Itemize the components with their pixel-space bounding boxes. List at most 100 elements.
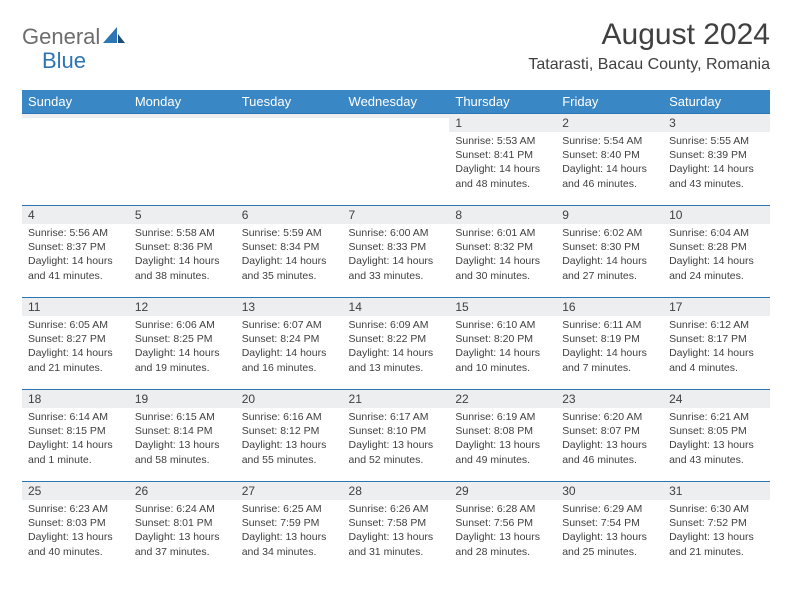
sunrise-line: Sunrise: 6:17 AM (349, 410, 444, 424)
day-number-bar (236, 113, 343, 118)
sunset-value: 8:28 PM (708, 241, 747, 253)
sunrise-label: Sunrise: (562, 503, 601, 515)
sunset-line: Sunset: 8:32 PM (455, 240, 550, 254)
sunrise-value: 5:59 AM (283, 227, 322, 239)
daylight-line: Daylight: 13 hours and 49 minutes. (455, 438, 550, 466)
sunset-value: 8:07 PM (601, 425, 640, 437)
weekday-header: Wednesday (343, 90, 450, 113)
sunrise-line: Sunrise: 6:28 AM (455, 502, 550, 516)
day-details: Sunrise: 6:14 AMSunset: 8:15 PMDaylight:… (22, 408, 129, 471)
day-number: 7 (349, 208, 356, 222)
day-number: 27 (242, 484, 255, 498)
sunrise-line: Sunrise: 6:05 AM (28, 318, 123, 332)
sunset-value: 8:30 PM (601, 241, 640, 253)
sunset-label: Sunset: (242, 333, 278, 345)
day-details: Sunrise: 5:53 AMSunset: 8:41 PMDaylight:… (449, 132, 556, 195)
sunrise-value: 6:16 AM (283, 411, 322, 423)
sunrise-value: 6:02 AM (604, 227, 643, 239)
daylight-label: Daylight: (455, 347, 496, 359)
sunset-label: Sunset: (28, 517, 64, 529)
sunrise-label: Sunrise: (562, 411, 601, 423)
sunrise-line: Sunrise: 6:15 AM (135, 410, 230, 424)
day-number-bar: 6 (236, 205, 343, 224)
day-details: Sunrise: 5:54 AMSunset: 8:40 PMDaylight:… (556, 132, 663, 195)
day-number-bar: 14 (343, 297, 450, 316)
sunrise-line: Sunrise: 5:58 AM (135, 226, 230, 240)
sunrise-label: Sunrise: (669, 503, 708, 515)
daylight-line: Daylight: 13 hours and 37 minutes. (135, 530, 230, 558)
sunset-value: 8:41 PM (494, 149, 533, 161)
sunset-line: Sunset: 8:01 PM (135, 516, 230, 530)
sunset-line: Sunset: 8:10 PM (349, 424, 444, 438)
calendar-day-cell (236, 113, 343, 205)
sunrise-line: Sunrise: 6:00 AM (349, 226, 444, 240)
daylight-label: Daylight: (28, 531, 69, 543)
calendar-day-cell: 5Sunrise: 5:58 AMSunset: 8:36 PMDaylight… (129, 205, 236, 297)
sunset-line: Sunset: 8:30 PM (562, 240, 657, 254)
sunset-label: Sunset: (28, 425, 64, 437)
sunrise-label: Sunrise: (455, 503, 494, 515)
daylight-label: Daylight: (562, 347, 603, 359)
day-details: Sunrise: 6:01 AMSunset: 8:32 PMDaylight:… (449, 224, 556, 287)
sunrise-line: Sunrise: 5:53 AM (455, 134, 550, 148)
day-number-bar (22, 113, 129, 118)
day-details: Sunrise: 6:26 AMSunset: 7:58 PMDaylight:… (343, 500, 450, 563)
daylight-line: Daylight: 13 hours and 55 minutes. (242, 438, 337, 466)
day-number: 9 (562, 208, 569, 222)
day-number-bar: 15 (449, 297, 556, 316)
day-details: Sunrise: 5:58 AMSunset: 8:36 PMDaylight:… (129, 224, 236, 287)
daylight-line: Daylight: 14 hours and 27 minutes. (562, 254, 657, 282)
daylight-label: Daylight: (455, 163, 496, 175)
calendar-day-cell: 24Sunrise: 6:21 AMSunset: 8:05 PMDayligh… (663, 389, 770, 481)
sunrise-label: Sunrise: (349, 227, 388, 239)
sunrise-label: Sunrise: (455, 135, 494, 147)
sunset-value: 7:54 PM (601, 517, 640, 529)
sunset-value: 8:37 PM (67, 241, 106, 253)
sunset-label: Sunset: (669, 333, 705, 345)
sunrise-value: 6:09 AM (390, 319, 429, 331)
sunrise-value: 6:26 AM (390, 503, 429, 515)
day-number-bar: 7 (343, 205, 450, 224)
calendar-week-row: 25Sunrise: 6:23 AMSunset: 8:03 PMDayligh… (22, 481, 770, 573)
sunset-value: 7:59 PM (280, 517, 319, 529)
daylight-label: Daylight: (669, 439, 710, 451)
calendar-day-cell: 10Sunrise: 6:04 AMSunset: 8:28 PMDayligh… (663, 205, 770, 297)
day-details: Sunrise: 6:16 AMSunset: 8:12 PMDaylight:… (236, 408, 343, 471)
sunrise-value: 5:53 AM (497, 135, 536, 147)
sunset-label: Sunset: (455, 149, 491, 161)
sunrise-value: 6:25 AM (283, 503, 322, 515)
day-number-bar: 17 (663, 297, 770, 316)
sunset-label: Sunset: (562, 149, 598, 161)
daylight-label: Daylight: (242, 531, 283, 543)
day-number: 1 (455, 116, 462, 130)
day-number: 8 (455, 208, 462, 222)
sunrise-line: Sunrise: 6:20 AM (562, 410, 657, 424)
daylight-line: Daylight: 14 hours and 30 minutes. (455, 254, 550, 282)
day-details: Sunrise: 6:19 AMSunset: 8:08 PMDaylight:… (449, 408, 556, 471)
calendar-day-cell: 8 Sunrise: 6:01 AMSunset: 8:32 PMDaylight… (449, 205, 556, 297)
sunset-value: 8:14 PM (173, 425, 212, 437)
day-details: Sunrise: 6:24 AMSunset: 8:01 PMDaylight:… (129, 500, 236, 563)
daylight-label: Daylight: (349, 531, 390, 543)
sunrise-line: Sunrise: 5:59 AM (242, 226, 337, 240)
sunset-line: Sunset: 8:34 PM (242, 240, 337, 254)
logo-sail-icon (103, 25, 125, 50)
daylight-line: Daylight: 14 hours and 1 minute. (28, 438, 123, 466)
sunrise-line: Sunrise: 6:24 AM (135, 502, 230, 516)
sunset-label: Sunset: (135, 333, 171, 345)
day-details: Sunrise: 6:06 AMSunset: 8:25 PMDaylight:… (129, 316, 236, 379)
sunset-value: 8:12 PM (280, 425, 319, 437)
sunset-line: Sunset: 8:39 PM (669, 148, 764, 162)
sunrise-value: 5:56 AM (69, 227, 108, 239)
daylight-line: Daylight: 14 hours and 24 minutes. (669, 254, 764, 282)
sunrise-value: 6:30 AM (711, 503, 750, 515)
daylight-line: Daylight: 13 hours and 28 minutes. (455, 530, 550, 558)
sunrise-label: Sunrise: (242, 503, 281, 515)
sunrise-value: 6:07 AM (283, 319, 322, 331)
day-number: 3 (669, 116, 676, 130)
sunrise-line: Sunrise: 6:26 AM (349, 502, 444, 516)
daylight-label: Daylight: (135, 531, 176, 543)
daylight-line: Daylight: 14 hours and 4 minutes. (669, 346, 764, 374)
day-number-bar: 2 (556, 113, 663, 132)
day-details: Sunrise: 6:30 AMSunset: 7:52 PMDaylight:… (663, 500, 770, 563)
